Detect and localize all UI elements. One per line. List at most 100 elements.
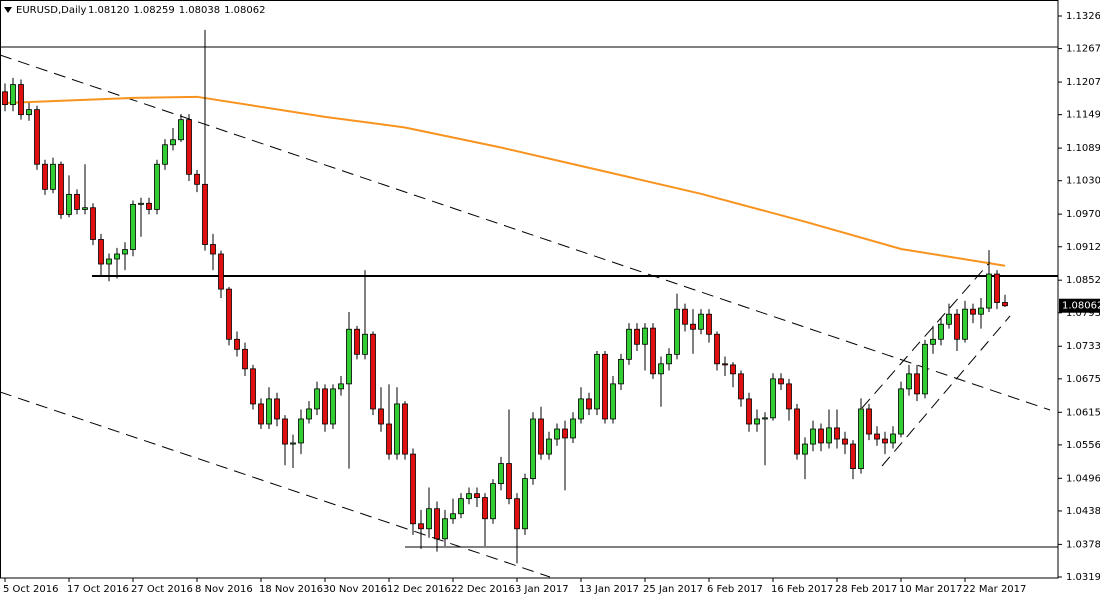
candle-body — [450, 513, 456, 520]
candle-body — [210, 244, 216, 255]
candle-body — [850, 443, 856, 469]
price-label: 1.08062 — [1062, 301, 1100, 312]
x-tick-label: 22 Mar 2017 — [963, 584, 1026, 595]
candle-body — [554, 428, 560, 440]
y-tick-label: 1.09705 — [1066, 209, 1100, 220]
candle-body — [90, 207, 96, 240]
candle-body — [610, 383, 616, 420]
candle-body — [202, 183, 208, 245]
candle-body — [354, 328, 360, 355]
header-value: 1.08062 — [224, 5, 265, 16]
candles — [2, 29, 1008, 564]
candle-body — [42, 163, 48, 190]
candle-body — [418, 523, 424, 530]
candle-body — [18, 84, 24, 116]
y-tick-label: 1.07935 — [1066, 308, 1100, 319]
candle-body — [34, 109, 40, 165]
candle-body — [730, 364, 736, 375]
candle-body — [890, 433, 896, 444]
axes: 1.13260 1.12675 1.12075 1.11490 1.10890 1.103… — [3, 11, 1100, 595]
y-tick-label: 1.05565 — [1066, 440, 1100, 451]
candle-body — [66, 193, 72, 215]
candle-body — [506, 463, 512, 500]
candle-body — [602, 353, 608, 420]
x-tick-label: 5 Oct 2016 — [3, 584, 58, 595]
candle-body — [162, 144, 168, 165]
candle-body — [906, 373, 912, 390]
channel-line — [881, 315, 1011, 467]
x-tick-label: 13 Jan 2017 — [579, 584, 639, 595]
y-tick-label: 1.10890 — [1066, 143, 1100, 154]
candle-body — [858, 408, 864, 469]
candle-body — [434, 508, 440, 540]
candle-body — [58, 163, 64, 215]
candle-body — [658, 363, 664, 375]
candle-body — [978, 307, 984, 315]
trend-line — [0, 391, 551, 578]
menu-icon[interactable] — [4, 7, 12, 13]
candle-body — [898, 388, 904, 435]
candle-body — [258, 403, 264, 425]
candle-body — [346, 328, 352, 385]
header-value: 1.08038 — [179, 5, 220, 16]
candle-body — [802, 443, 808, 455]
candle-body — [138, 202, 144, 205]
candle-body — [122, 249, 128, 255]
candle-body — [290, 442, 296, 445]
price-box — [1059, 298, 1100, 313]
candle-body — [690, 323, 696, 330]
x-tick-label: 6 Feb 2017 — [707, 584, 763, 595]
candle-body — [530, 418, 536, 480]
candle-body — [410, 453, 416, 525]
header-value: 1.08120 — [88, 5, 129, 16]
y-tick-label: 1.12675 — [1066, 44, 1100, 55]
candle-body — [810, 428, 816, 445]
candle-body — [818, 428, 824, 444]
candle-body — [426, 508, 432, 530]
candle-body — [378, 408, 384, 425]
candle-body — [1002, 302, 1008, 307]
y-tick-label: 1.09120 — [1066, 242, 1100, 253]
candle-body — [362, 333, 368, 355]
candle-body — [778, 378, 784, 385]
y-tick-label: 1.06750 — [1066, 374, 1100, 385]
candle-body — [634, 328, 640, 345]
candle-body — [914, 373, 920, 395]
candle-body — [738, 373, 744, 400]
candle-body — [82, 207, 88, 210]
candle-body — [722, 363, 728, 366]
x-tick-label: 17 Oct 2016 — [67, 584, 129, 595]
x-tick-label: 28 Feb 2017 — [835, 584, 897, 595]
x-tick-label: 30 Nov 2016 — [323, 584, 387, 595]
candle-body — [842, 438, 848, 445]
trend-line — [0, 54, 1051, 411]
channel-line — [861, 261, 991, 409]
candle-body — [594, 353, 600, 410]
candle-body — [666, 353, 672, 365]
candle-body — [322, 388, 328, 425]
candle-body — [482, 497, 488, 520]
candle-body — [394, 403, 400, 455]
candle-body — [130, 203, 136, 250]
candle-body — [986, 273, 992, 309]
candle-body — [618, 358, 624, 385]
candle-body — [74, 193, 80, 210]
chart-title: EURUSD,Daily — [16, 5, 87, 16]
y-tick-label: 1.10305 — [1066, 176, 1100, 187]
candle-body — [226, 288, 232, 340]
candle-body — [306, 408, 312, 420]
candle-body — [266, 398, 272, 425]
candle-body — [338, 383, 344, 390]
candle-body — [242, 348, 248, 370]
candle-body — [370, 333, 376, 410]
x-tick-label: 3 Jan 2017 — [515, 584, 569, 595]
y-tick-label: 1.04380 — [1066, 506, 1100, 517]
y-tick-label: 1.06150 — [1066, 407, 1100, 418]
x-tick-label: 12 Dec 2016 — [387, 584, 451, 595]
x-tick-label: 27 Oct 2016 — [131, 584, 193, 595]
candle-body — [642, 327, 648, 345]
candle-body — [874, 433, 880, 440]
candle-body — [522, 478, 528, 530]
candle-body — [218, 253, 224, 290]
